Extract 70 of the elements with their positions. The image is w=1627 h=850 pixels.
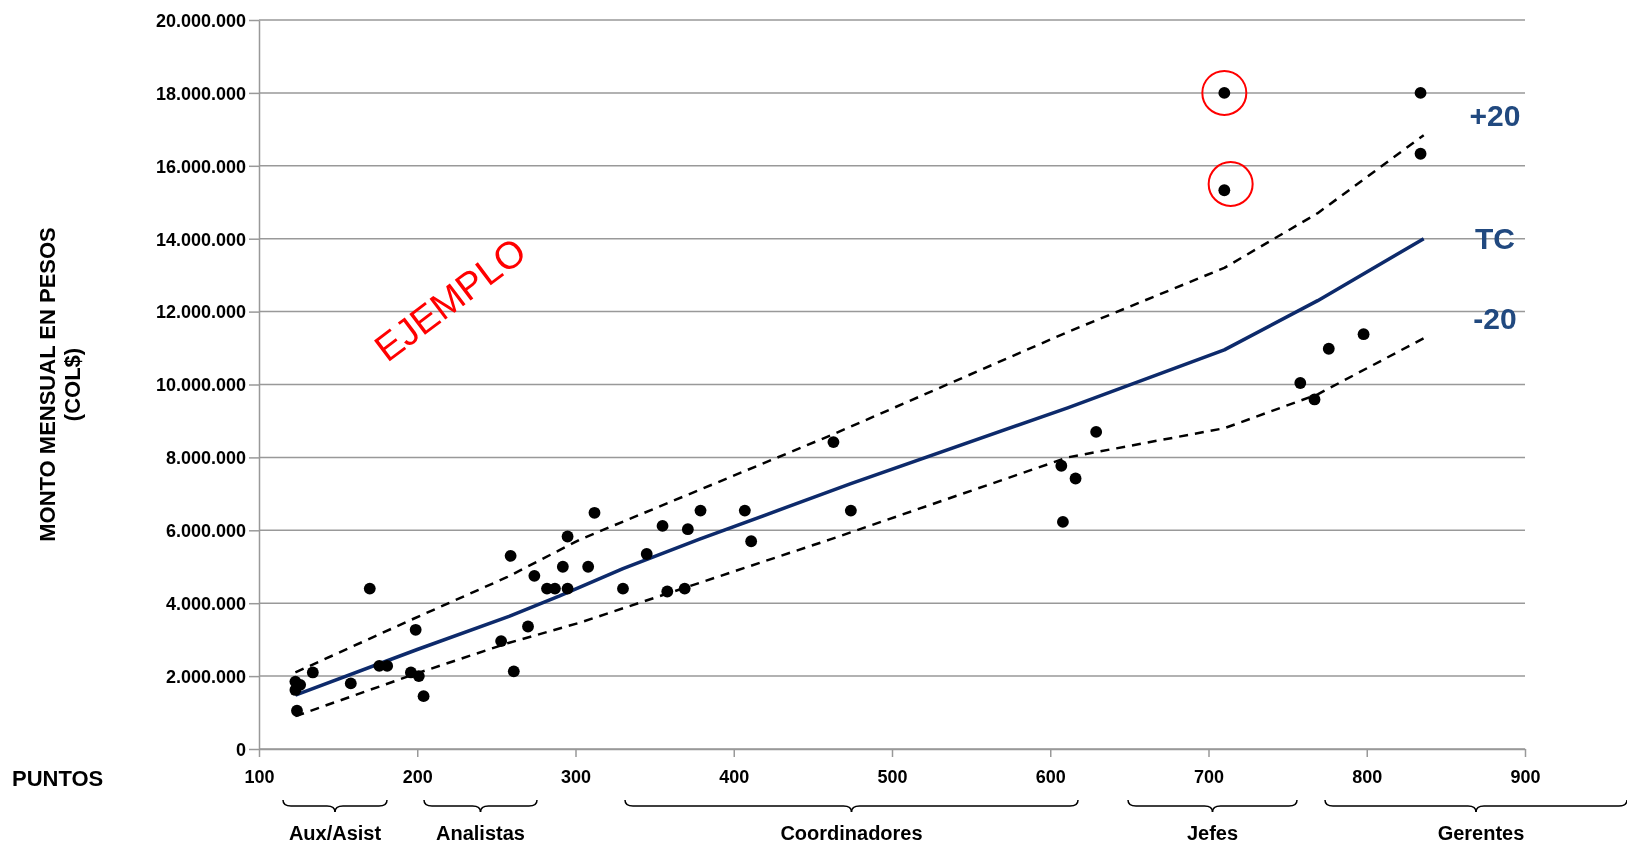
x-tick-label: 500 <box>877 767 908 788</box>
y-tick-label: 2.000.000 <box>165 666 246 687</box>
text: Gerentes <box>1437 822 1525 844</box>
point <box>656 520 669 532</box>
x-tick-label: 300 <box>560 767 592 788</box>
point <box>507 665 520 678</box>
point <box>412 670 425 683</box>
point <box>694 504 707 517</box>
text: Coordinadores <box>780 822 923 844</box>
y-tick-label: 16.000.000 <box>155 156 246 177</box>
point <box>495 635 508 648</box>
point <box>678 582 691 595</box>
point <box>661 585 674 598</box>
series-label: TC <box>1475 222 1515 256</box>
point <box>1357 328 1370 341</box>
x-tick-label: 800 <box>1352 767 1383 788</box>
x-tick-label: 700 <box>1193 767 1225 788</box>
point <box>417 690 430 703</box>
y-tick-label: 10.000.000 <box>155 375 246 396</box>
point <box>745 535 758 548</box>
point <box>1308 393 1321 406</box>
point <box>556 560 569 573</box>
point <box>582 560 595 573</box>
point <box>827 436 840 448</box>
point <box>1414 147 1427 160</box>
y-tick-label: 20.000.000 <box>155 10 246 31</box>
point <box>681 523 694 536</box>
point <box>504 549 517 562</box>
point <box>617 582 629 595</box>
point <box>409 623 422 636</box>
point <box>1414 86 1427 99</box>
point <box>291 704 303 717</box>
point <box>1069 472 1082 485</box>
text: Aux/Asist <box>288 822 382 844</box>
line-series <box>294 133 1425 674</box>
y-tick-label: 0 <box>235 739 246 760</box>
text: Jefes <box>1186 822 1239 844</box>
point <box>561 530 574 543</box>
y-axis-title: MONTO MENSUAL EN PESOS (COL$) <box>35 227 86 542</box>
point <box>1090 425 1103 438</box>
x-tick-label: 400 <box>719 767 750 788</box>
point <box>1055 459 1068 472</box>
series-label: +20 <box>1469 98 1521 132</box>
point <box>738 504 751 517</box>
x-tick-label: 200 <box>402 767 433 788</box>
series-label: -20 <box>1473 301 1517 335</box>
point <box>549 582 561 595</box>
y-tick-label: 4.000.000 <box>165 594 246 614</box>
x-tick-label: 600 <box>1035 767 1066 788</box>
point <box>1322 342 1335 355</box>
x-tick-label: 900 <box>1510 767 1541 788</box>
y-tick-label: 8.000.000 <box>165 448 246 469</box>
y-tick-label: 6.000.000 <box>165 521 246 542</box>
text: Analistas <box>436 822 525 844</box>
point <box>522 620 534 633</box>
x-axis-title: PUNTOS <box>12 766 104 791</box>
y-tick-label: 12.000.000 <box>155 302 246 323</box>
point <box>844 504 857 517</box>
point <box>640 548 653 560</box>
point <box>363 582 376 595</box>
point <box>306 666 319 679</box>
x-tick-label: 100 <box>244 767 275 788</box>
y-tick-label: 14.000.000 <box>155 229 246 250</box>
point <box>1056 516 1069 528</box>
point <box>561 582 574 595</box>
point <box>528 569 541 582</box>
point <box>344 677 357 690</box>
y-tick-label: 18.000.000 <box>155 83 246 104</box>
point <box>588 506 601 519</box>
point <box>1294 377 1307 389</box>
